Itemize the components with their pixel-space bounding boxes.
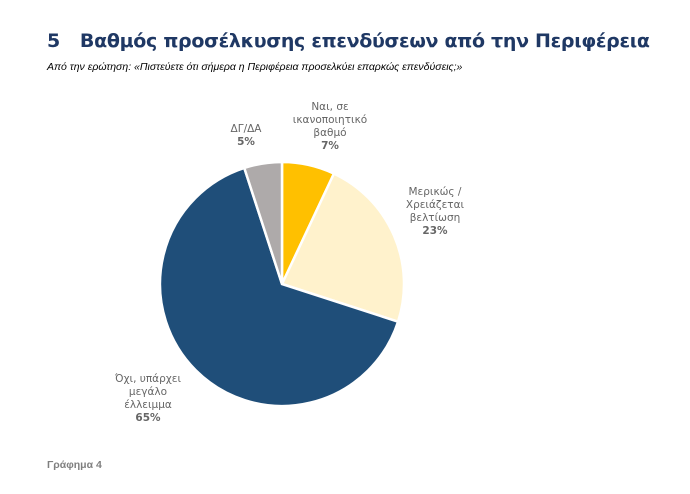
pie-slice <box>280 171 406 324</box>
slice-label: Όχι, υπάρχει μεγάλο έλλειμμα 65% <box>114 373 182 424</box>
slice-label: Μερικώς / Χρειάζεται βελτίωση 23% <box>406 186 465 237</box>
figure-caption: Γράφημα 4 <box>47 459 102 471</box>
title-text: Βαθμός προσέλκυσης επενδύσεων από την Πε… <box>79 30 650 52</box>
pie-slice <box>158 166 400 408</box>
subtitle: Από την ερώτηση: «Πιστεύετε ότι σήμερα η… <box>47 61 463 73</box>
slice-label: Ναι, σε ικανοποιητικό βαθμό 7% <box>293 101 367 152</box>
page-title: 5 Βαθμός προσέλκυσης επενδύσεων από την … <box>47 30 650 52</box>
pie-slice <box>242 160 284 285</box>
slice-label: ΔΓ/ΔΑ 5% <box>231 123 263 148</box>
section-number: 5 <box>47 30 60 52</box>
